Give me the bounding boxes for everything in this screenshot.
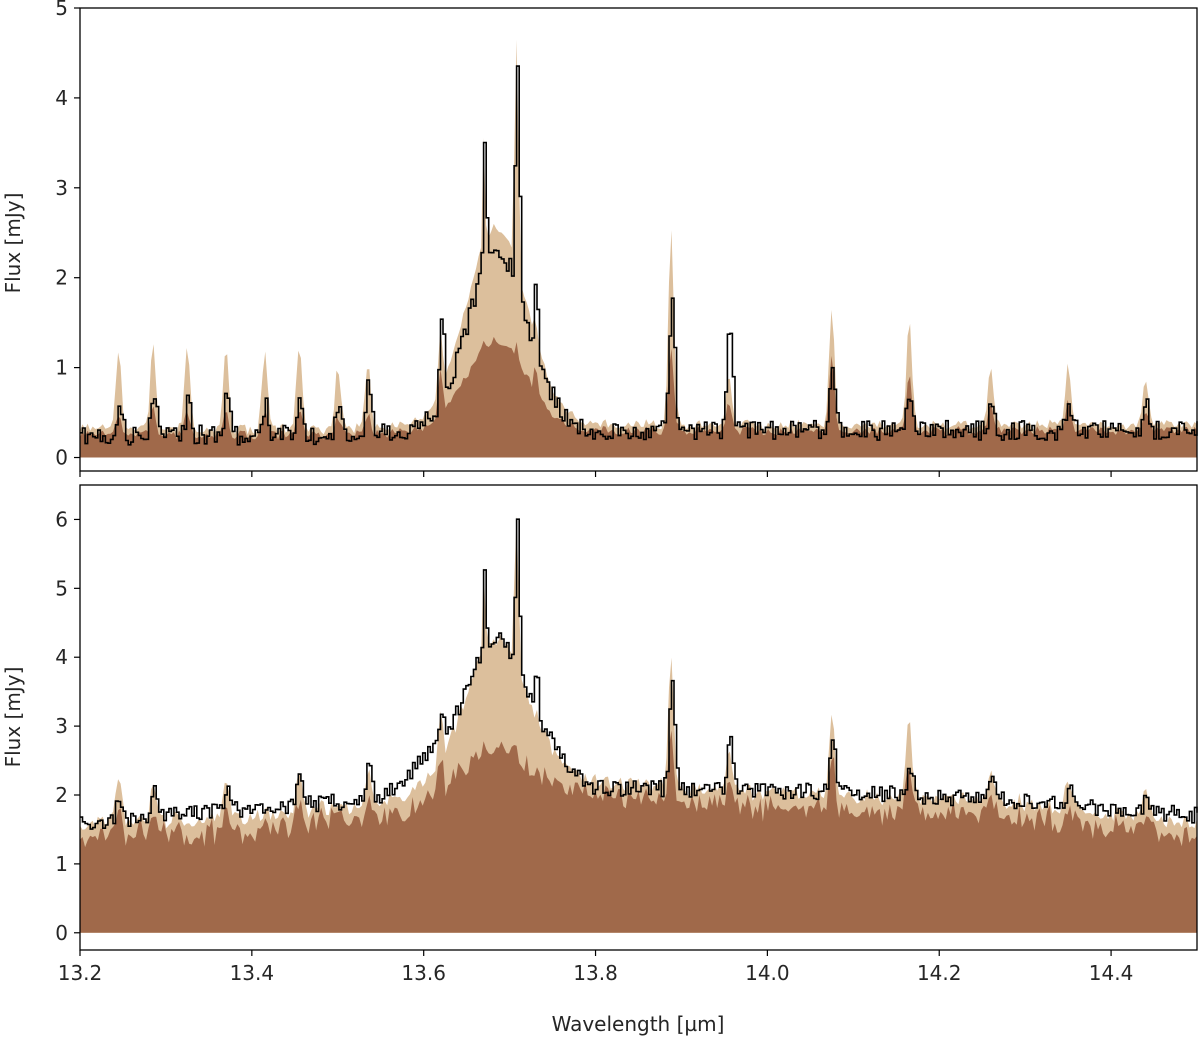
bottom-axes-frame	[79, 484, 1198, 951]
x-tick-label: 14.2	[917, 961, 962, 985]
x-tick-label: 13.8	[573, 961, 618, 985]
y-tick-label: 1	[55, 852, 68, 876]
top-y-ticks: 0 1 2 3 4 5	[55, 0, 80, 470]
top-y-axis-label: Flux [mJy]	[1, 193, 25, 294]
observed-spectrum-line	[80, 518, 1198, 830]
bottom-y-axis-label: Flux [mJy]	[1, 667, 25, 768]
x-tick-label: 13.6	[401, 961, 446, 985]
x-tick-label: 13.2	[58, 961, 103, 985]
top-model-fills	[80, 39, 1197, 458]
model-fill-dark	[80, 336, 1197, 458]
y-tick-label: 5	[55, 0, 68, 20]
bottom-model-fills	[80, 515, 1197, 933]
y-tick-label: 0	[55, 446, 68, 470]
model-fill-dark	[80, 730, 1197, 933]
observed-spectrum-line	[80, 65, 1198, 446]
top-panel: 0 1 2 3 4 5 Flux [mJy]	[1, 0, 1198, 477]
top-axes-frame	[79, 7, 1198, 472]
x-axis-label: Wavelength [µm]	[552, 1012, 725, 1036]
bottom-observed-line	[80, 518, 1198, 830]
y-tick-label: 6	[55, 507, 68, 531]
top-observed-line	[80, 65, 1198, 446]
top-x-ticks	[79, 471, 1112, 477]
y-tick-label: 0	[55, 921, 68, 945]
y-tick-label: 4	[55, 645, 68, 669]
bottom-panel: 0 1 2 3 4 5 6 13.2 13.4 13.6 13.8 14.0 14.2 14.4 Flu…	[1, 484, 1198, 1036]
bottom-x-ticks: 13.2 13.4 13.6 13.8 14.0 14.2 14.4	[58, 950, 1134, 985]
y-tick-label: 2	[55, 266, 68, 290]
y-tick-label: 3	[55, 176, 68, 200]
y-tick-label: 3	[55, 714, 68, 738]
x-tick-label: 13.4	[230, 961, 275, 985]
y-tick-label: 5	[55, 576, 68, 600]
bottom-y-ticks: 0 1 2 3 4 5 6	[55, 507, 80, 945]
model-fill-light	[80, 39, 1197, 458]
y-tick-label: 1	[55, 356, 68, 380]
x-tick-label: 14.4	[1089, 961, 1134, 985]
y-tick-label: 2	[55, 783, 68, 807]
y-tick-label: 4	[55, 86, 68, 110]
x-tick-label: 14.0	[745, 961, 790, 985]
